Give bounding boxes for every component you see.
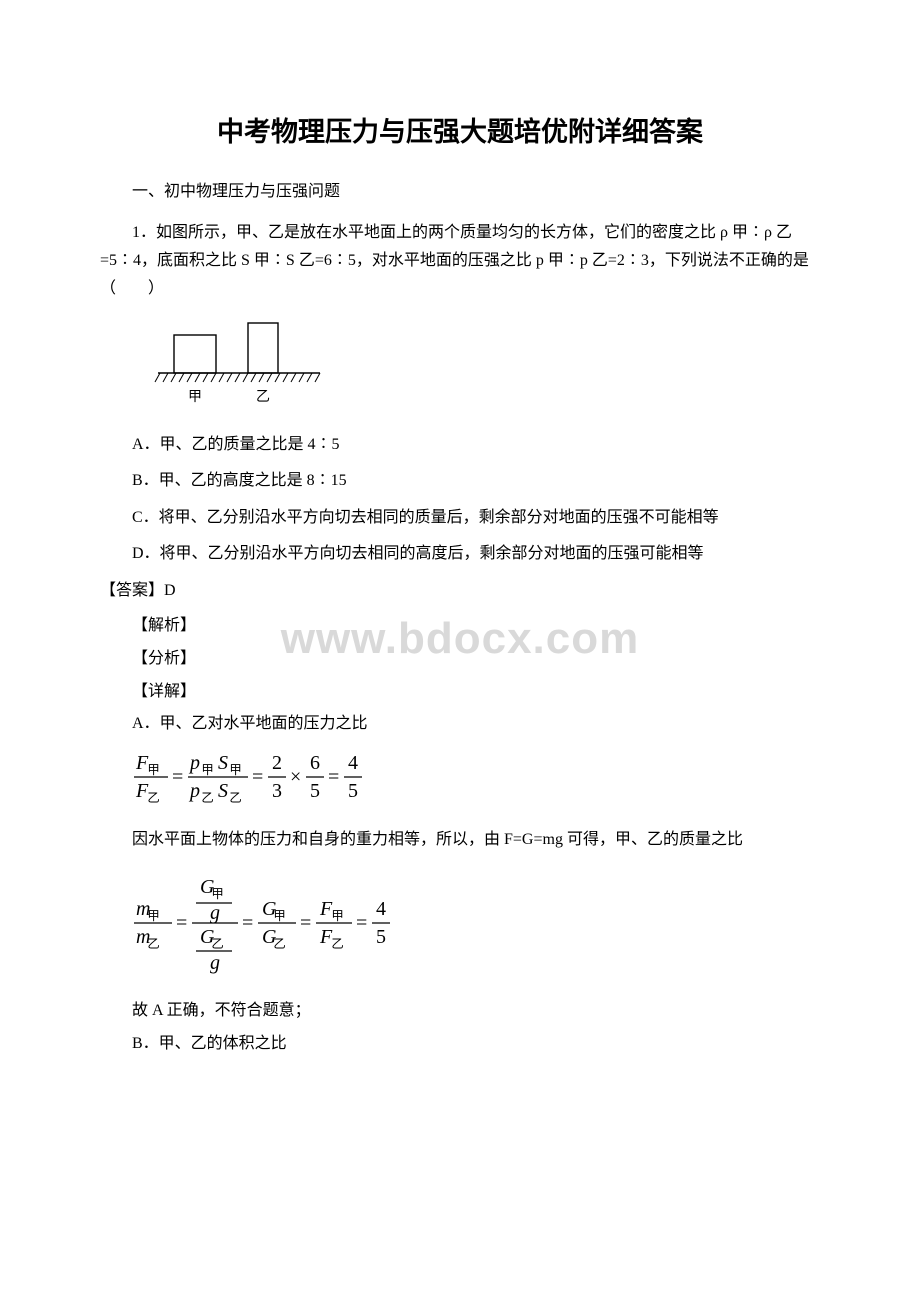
svg-text:5: 5 — [310, 780, 320, 802]
svg-text:g: g — [210, 952, 220, 974]
svg-text:甲: 甲 — [147, 909, 159, 923]
content-layer: 中考物理压力与压强大题培优附详细答案 一、初中物理压力与压强问题 1．如图所示，… — [100, 110, 820, 1059]
svg-text:=: = — [176, 912, 187, 934]
detail-a-line: A．甲、乙对水平地面的压力之比 — [100, 710, 820, 739]
option-a: A．甲、乙的质量之比是 4∶5 — [100, 430, 820, 460]
svg-text:甲: 甲 — [331, 909, 343, 923]
equation-1: F甲F乙=p甲S甲p乙S乙=23×65=45 — [134, 747, 820, 812]
svg-text:5: 5 — [376, 926, 386, 948]
svg-text:甲: 甲 — [229, 763, 241, 777]
svg-text:甲: 甲 — [211, 887, 223, 901]
svg-text:乙: 乙 — [201, 791, 213, 805]
svg-text:=: = — [252, 766, 263, 788]
svg-text:甲: 甲 — [188, 390, 202, 405]
svg-text:p: p — [188, 780, 200, 802]
page-title: 中考物理压力与压强大题培优附详细答案 — [100, 110, 820, 149]
svg-text:甲: 甲 — [273, 909, 285, 923]
svg-text:乙: 乙 — [211, 937, 223, 951]
detail-b-line: B．甲、乙的体积之比 — [100, 1030, 820, 1059]
svg-text:5: 5 — [348, 780, 358, 802]
svg-text:S: S — [218, 752, 228, 774]
svg-text:乙: 乙 — [147, 937, 159, 951]
svg-text:×: × — [290, 766, 301, 788]
svg-text:=: = — [242, 912, 253, 934]
svg-text:=: = — [356, 912, 367, 934]
blocks-diagram: 甲乙 — [152, 317, 820, 414]
svg-text:g: g — [210, 902, 220, 924]
svg-text:乙: 乙 — [256, 389, 270, 405]
equation-2: m甲m乙=G甲gG乙g=G甲G乙=F甲F乙=45 — [134, 868, 820, 983]
svg-text:4: 4 — [376, 898, 386, 920]
svg-text:乙: 乙 — [273, 937, 285, 951]
svg-text:p: p — [188, 752, 200, 774]
svg-text:4: 4 — [348, 752, 358, 774]
conclusion-a: 故 A 正确，不符合题意； — [100, 997, 820, 1026]
xiangjie-label: 【详解】 — [100, 678, 820, 707]
option-b: B．甲、乙的高度之比是 8∶15 — [100, 466, 820, 496]
svg-text:=: = — [328, 766, 339, 788]
svg-text:乙: 乙 — [331, 937, 343, 951]
detail-a-explain: 因水平面上物体的压力和自身的重力相等，所以，由 F=G=mg 可得，甲、乙的质量… — [100, 826, 820, 854]
svg-text:乙: 乙 — [229, 791, 241, 805]
svg-text:甲: 甲 — [147, 763, 159, 777]
answer-line: 【答案】D — [100, 576, 820, 606]
question-stem: 1．如图所示，甲、乙是放在水平地面上的两个质量均匀的长方体，它们的密度之比 ρ … — [100, 219, 820, 303]
svg-text:6: 6 — [310, 752, 320, 774]
svg-text:乙: 乙 — [147, 791, 159, 805]
jiexi-label: 【解析】 — [100, 612, 820, 641]
section-heading: 一、初中物理压力与压强问题 — [100, 177, 820, 201]
svg-text:3: 3 — [272, 780, 282, 802]
svg-text:S: S — [218, 780, 228, 802]
svg-text:甲: 甲 — [201, 763, 213, 777]
svg-text:=: = — [300, 912, 311, 934]
svg-text:2: 2 — [272, 752, 282, 774]
option-d: D．将甲、乙分别沿水平方向切去相同的高度后，剩余部分对地面的压强可能相等 — [100, 539, 820, 569]
fenxi-label: 【分析】 — [100, 645, 820, 674]
option-c: C．将甲、乙分别沿水平方向切去相同的质量后，剩余部分对地面的压强不可能相等 — [100, 503, 820, 533]
svg-text:=: = — [172, 766, 183, 788]
